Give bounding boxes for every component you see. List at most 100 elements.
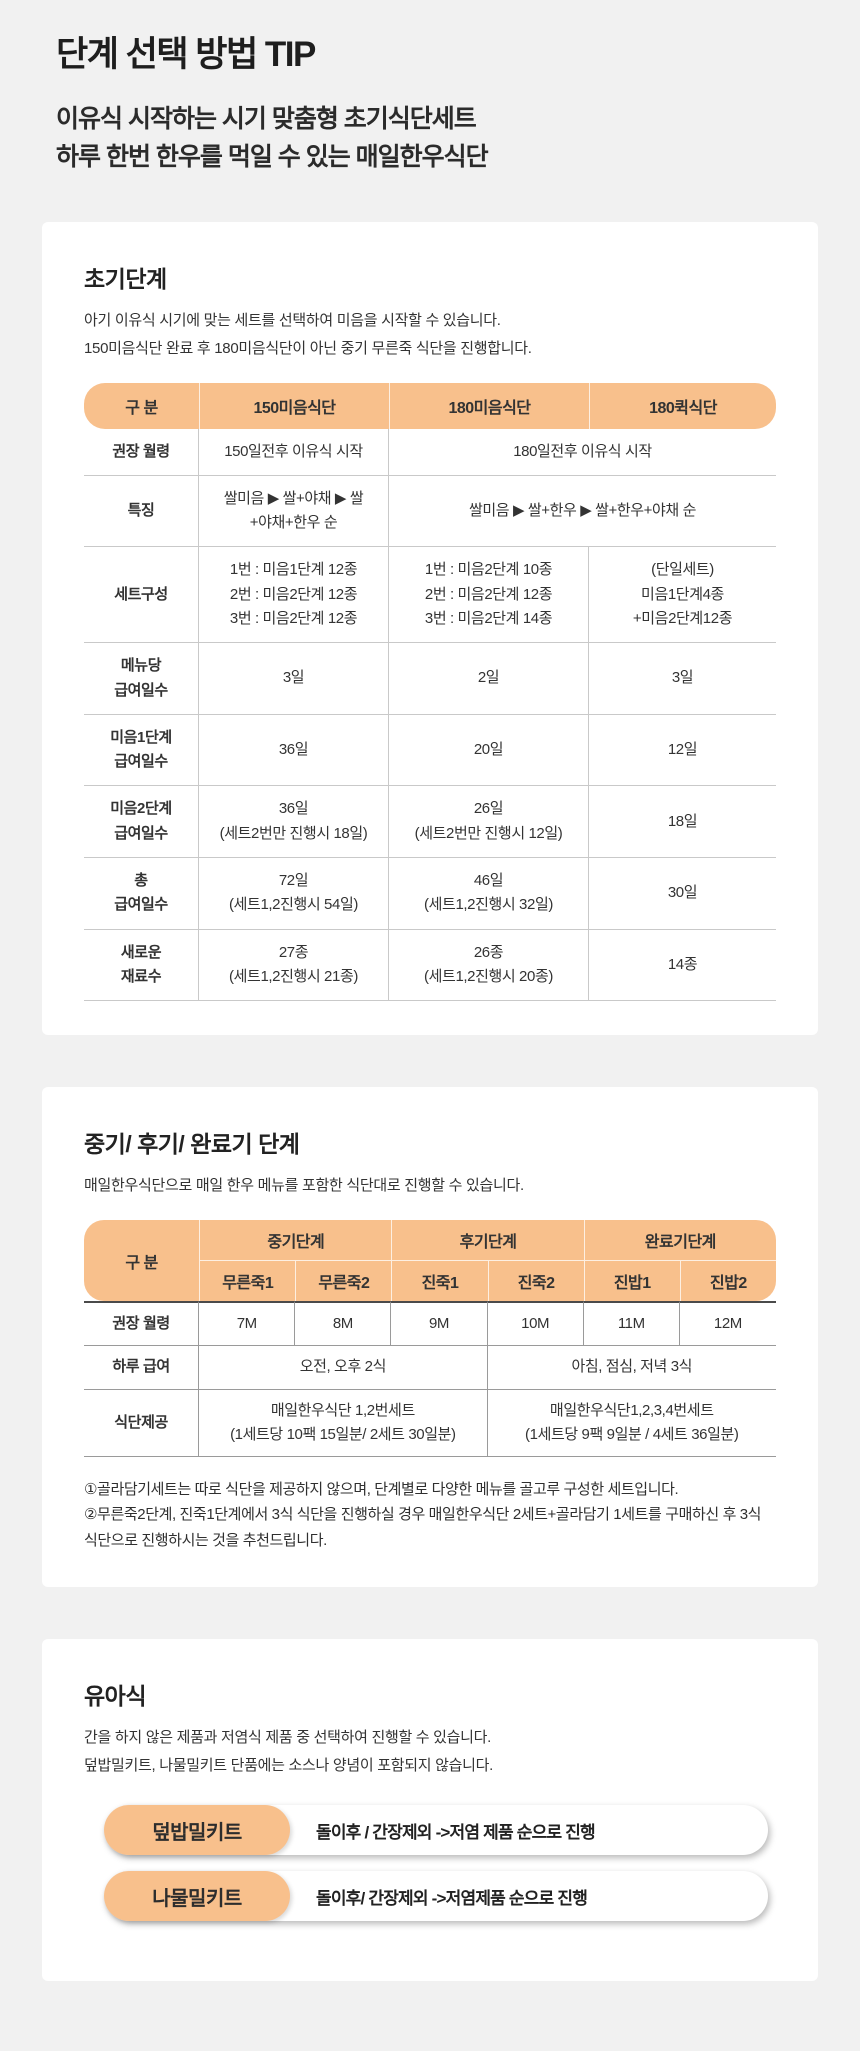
row-label: 권장 월령 (84, 1301, 200, 1347)
row-label: 미음1단계 급여일수 (84, 714, 199, 787)
col-header-150-diet: 150미음식단 (199, 382, 389, 429)
col-header-180-diet: 180미음식단 (389, 382, 589, 429)
toddler-food-description: 간을 하지 않은 제품과 저염식 제품 중 선택하여 진행할 수 있습니다. 덮… (84, 1724, 776, 1780)
early-stage-desc-line-2: 150미음식단 완료 후 180미음식단이 아닌 중기 무른죽 식단을 진행합니… (84, 339, 532, 357)
notes-block: ①골라담기세트는 따로 식단을 제공하지 않으며, 단계별로 다양한 메뉴를 골… (84, 1477, 776, 1553)
row-label: 메뉴당 급여일수 (84, 643, 199, 715)
page-title: 단계 선택 방법 TIP (56, 35, 316, 74)
cell-180-feature: 쌀미음 ▶ 쌀+한우 ▶ 쌀+한우+야채 순 (389, 476, 776, 548)
table-row-total-days: 총 급여일수 72일 (세트1,2진행시 54일) 46일 (세트1,2진행시 … (84, 858, 776, 930)
table-row-diet-provided: 식단제공 매일한우식단 1,2번세트 (1세트당 10팩 15일분/ 2세트 3… (84, 1389, 776, 1458)
early-stage-card: 초기단계 아기 이유식 시기에 맞는 세트를 선택하여 미음을 시작할 수 있습… (42, 222, 818, 1036)
cell-quick-stage2-days: 18일 (589, 786, 776, 859)
cell-month-8m: 8M (295, 1301, 392, 1347)
row-label: 세트구성 (84, 547, 199, 644)
mid-late-stage-table: 구 분 중기단계 후기단계 완료기단계 무른죽1 무른죽2 진죽1 진죽2 진밥… (84, 1220, 776, 1458)
cell-month-12m: 12M (679, 1301, 776, 1347)
cell-month-9m: 9M (391, 1301, 488, 1347)
cell-180-stage1-days: 20일 (389, 714, 589, 787)
cell-month-11m: 11M (583, 1301, 680, 1347)
cell-daily-feeding-left: 오전, 오후 2식 (199, 1346, 488, 1390)
note-2: ②무른죽2단계, 진죽1단계에서 3식 식단을 진행하실 경우 매일한우식단 2… (84, 1506, 762, 1549)
table-row-stage2-days: 미음2단계 급여일수 36일 (세트2번만 진행시 18일) 26일 (세트2번… (84, 786, 776, 859)
mid-late-table-header: 구 분 중기단계 후기단계 완료기단계 무른죽1 무른죽2 진죽1 진죽2 진밥… (84, 1220, 776, 1301)
cell-180-days-per-menu: 2일 (389, 643, 589, 715)
row-label: 총 급여일수 (84, 858, 199, 930)
cell-month-7m: 7M (199, 1301, 296, 1347)
table-row-recommended-age: 권장 월령 150일전후 이유식 시작 180일전후 이유식 시작 (84, 428, 776, 476)
col-header-rice-2: 진밥2 (679, 1260, 776, 1301)
row-label: 새로운 재료수 (84, 929, 199, 1002)
col-header-thick-porridge-2: 진죽2 (487, 1260, 584, 1301)
col-header-soft-porridge-2: 무른죽2 (295, 1260, 392, 1301)
toddler-food-heading: 유아식 (84, 1682, 146, 1709)
cell-180-total-days: 46일 (세트1,2진행시 32일) (389, 858, 589, 930)
cell-quick-days-per-menu: 3일 (589, 643, 776, 715)
col-header-thick-porridge-1: 진죽1 (391, 1260, 488, 1301)
table-row-feature: 특징 쌀미음 ▶ 쌀+야채 ▶ 쌀 +야채+한우 순 쌀미음 ▶ 쌀+한우 ▶ … (84, 475, 776, 548)
col-header-late-stage: 후기단계 (391, 1220, 584, 1260)
toddler-desc-line-2: 덮밥밀키트, 나물밀키트 단품에는 소스나 양념이 포함되지 않습니다. (84, 1756, 493, 1774)
col-header-gubun: 구 분 (84, 382, 199, 429)
row-label: 미음2단계 급여일수 (84, 786, 199, 859)
toddler-desc-line-1: 간을 하지 않은 제품과 저염식 제품 중 선택하여 진행할 수 있습니다. (84, 1728, 492, 1746)
cell-150-feature: 쌀미음 ▶ 쌀+야채 ▶ 쌀 +야채+한우 순 (199, 475, 389, 548)
cell-quick-composition: (단일세트) 미음1단계4종 +미음2단계12종 (589, 547, 776, 644)
cell-180-composition: 1번 : 미음2단계 10종 2번 : 미음2단계 12종 3번 : 미음2단계… (389, 547, 589, 644)
table-row-recommended-month: 권장 월령 7M 8M 9M 10M 11M 12M (84, 1301, 776, 1347)
early-stage-description: 아기 이유식 시기에 맞는 세트를 선택하여 미음을 시작할 수 있습니다. 1… (84, 307, 776, 363)
page-header: 단계 선택 방법 TIP 이유식 시작하는 시기 맞춤형 초기식단세트 하루 한… (0, 0, 860, 176)
cell-diet-provided-right: 매일한우식단1,2,3,4번세트 (1세트당 9팩 9일분 / 4세트 36일분… (487, 1390, 776, 1458)
mid-late-stage-heading: 중기/ 후기/ 완료기 단계 (84, 1131, 300, 1158)
cell-daily-feeding-right: 아침, 점심, 저녁 3식 (487, 1346, 776, 1390)
row-label: 특징 (84, 475, 199, 548)
early-stage-desc-line-1: 아기 이유식 시기에 맞는 세트를 선택하여 미음을 시작할 수 있습니다. (84, 312, 501, 329)
row-label: 권장 월령 (84, 428, 199, 476)
subtitle-line-1: 이유식 시작하는 시기 맞춤형 초기식단세트 (56, 105, 477, 133)
mid-late-stage-description: 매일한우식단으로 매일 한우 메뉴를 포함한 식단대로 진행할 수 있습니다. (84, 1177, 524, 1195)
vegetable-meal-kit-badge: 나물밀키트 (104, 1871, 290, 1922)
cell-quick-stage1-days: 12일 (589, 715, 776, 787)
subtitle-line-2: 하루 한번 한우를 먹일 수 있는 매일한우식단 (56, 142, 489, 171)
cell-150-composition: 1번 : 미음1단계 12종 2번 : 미음2단계 12종 3번 : 미음2단계… (199, 547, 389, 644)
cell-150-total-days: 72일 (세트1,2진행시 54일) (199, 858, 389, 930)
cell-diet-provided-left: 매일한우식단 1,2번세트 (1세트당 10팩 15일분/ 2세트 30일분) (199, 1389, 488, 1458)
cell-150-stage1-days: 36일 (199, 714, 389, 787)
rice-bowl-meal-kit-text: 돌이후 / 간장제외 ->저염 제품 순으로 진행 (316, 1822, 596, 1842)
cell-180-new-ingredients: 26종 (세트1,2진행시 20종) (389, 929, 589, 1002)
page-subtitle: 이유식 시작하는 시기 맞춤형 초기식단세트 하루 한번 한우를 먹일 수 있는… (56, 101, 820, 176)
col-header-rice-1: 진밥1 (583, 1260, 680, 1301)
table-row-daily-feeding: 하루 급여 오전, 오후 2식 아침, 점심, 저녁 3식 (84, 1346, 776, 1390)
cell-quick-total-days: 30일 (589, 858, 776, 930)
cell-150-days-per-menu: 3일 (199, 643, 389, 715)
rice-bowl-meal-kit-row: 덮밥밀키트 돌이후 / 간장제외 ->저염 제품 순으로 진행 (104, 1805, 768, 1856)
toddler-food-card: 유아식 간을 하지 않은 제품과 저염식 제품 중 선택하여 진행할 수 있습니… (42, 1638, 818, 1982)
col-header-soft-porridge-1: 무른죽1 (199, 1260, 296, 1301)
bottom-spacer (0, 1981, 860, 2051)
table-row-stage1-days: 미음1단계 급여일수 36일 20일 12일 (84, 714, 776, 787)
cell-150-new-ingredients: 27종 (세트1,2진행시 21종) (199, 929, 389, 1002)
cell-quick-new-ingredients: 14종 (589, 930, 776, 1002)
cell-month-10m: 10M (487, 1301, 584, 1347)
early-stage-heading: 초기단계 (84, 266, 167, 292)
early-stage-table-header: 구 분 150미음식단 180미음식단 180퀵식단 (84, 382, 776, 429)
cell-180-age: 180일전후 이유식 시작 (389, 429, 776, 476)
col-header-mid-stage: 중기단계 (199, 1220, 392, 1260)
col-header-180-quick-diet: 180퀵식단 (589, 382, 776, 429)
cell-180-stage2-days: 26일 (세트2번만 진행시 12일) (389, 786, 589, 859)
early-stage-table: 구 분 150미음식단 180미음식단 180퀵식단 권장 월령 150일전후 … (84, 382, 776, 1002)
rice-bowl-meal-kit-badge: 덮밥밀키트 (104, 1805, 290, 1856)
cell-150-stage2-days: 36일 (세트2번만 진행시 18일) (199, 786, 389, 859)
mid-late-stage-card: 중기/ 후기/ 완료기 단계 매일한우식단으로 매일 한우 메뉴를 포함한 식단… (42, 1087, 818, 1587)
row-label: 하루 급여 (84, 1346, 200, 1390)
col-header-gubun: 구 분 (84, 1220, 200, 1301)
row-label: 식단제공 (84, 1389, 200, 1458)
col-header-complete-stage: 완료기단계 (583, 1220, 776, 1260)
table-row-set-composition: 세트구성 1번 : 미음1단계 12종 2번 : 미음2단계 12종 3번 : … (84, 547, 776, 644)
table-row-new-ingredients: 새로운 재료수 27종 (세트1,2진행시 21종) 26종 (세트1,2진행시… (84, 929, 776, 1002)
vegetable-meal-kit-row: 나물밀키트 돌이후/ 간장제외 ->저염제품 순으로 진행 (104, 1871, 768, 1922)
table-row-days-per-menu: 메뉴당 급여일수 3일 2일 3일 (84, 643, 776, 715)
note-1: ①골라담기세트는 따로 식단을 제공하지 않으며, 단계별로 다양한 메뉴를 골… (84, 1481, 679, 1499)
cell-150-age: 150일전후 이유식 시작 (199, 428, 389, 476)
vegetable-meal-kit-text: 돌이후/ 간장제외 ->저염제품 순으로 진행 (316, 1888, 588, 1908)
